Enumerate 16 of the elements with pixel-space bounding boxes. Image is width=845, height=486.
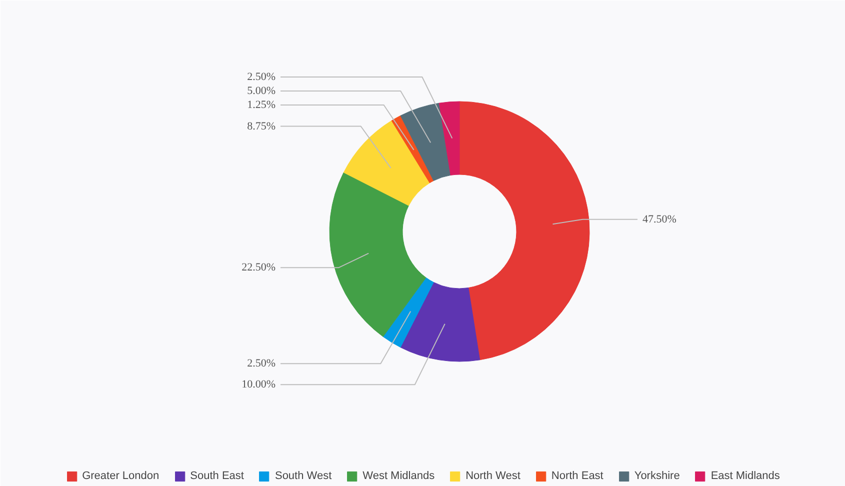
data-label: 2.50% xyxy=(247,70,276,83)
legend-label: Yorkshire xyxy=(634,470,680,482)
data-label: 10.00% xyxy=(242,378,276,391)
legend-label: South East xyxy=(190,470,244,482)
data-label: 8.75% xyxy=(247,120,276,132)
legend-label: West Midlands xyxy=(362,470,435,482)
legend-label: South West xyxy=(274,470,332,482)
data-label: 5.00% xyxy=(247,84,276,97)
data-label: 22.50% xyxy=(242,262,276,274)
data-label: 1.25% xyxy=(247,98,276,111)
legend-label: North East xyxy=(551,470,604,482)
legend-label: North West xyxy=(466,470,520,482)
data-label: 47.50% xyxy=(642,213,676,226)
legend-label: East Midlands xyxy=(710,470,780,482)
legend-label: Greater London xyxy=(82,470,160,482)
data-label: 2.50% xyxy=(247,358,276,370)
